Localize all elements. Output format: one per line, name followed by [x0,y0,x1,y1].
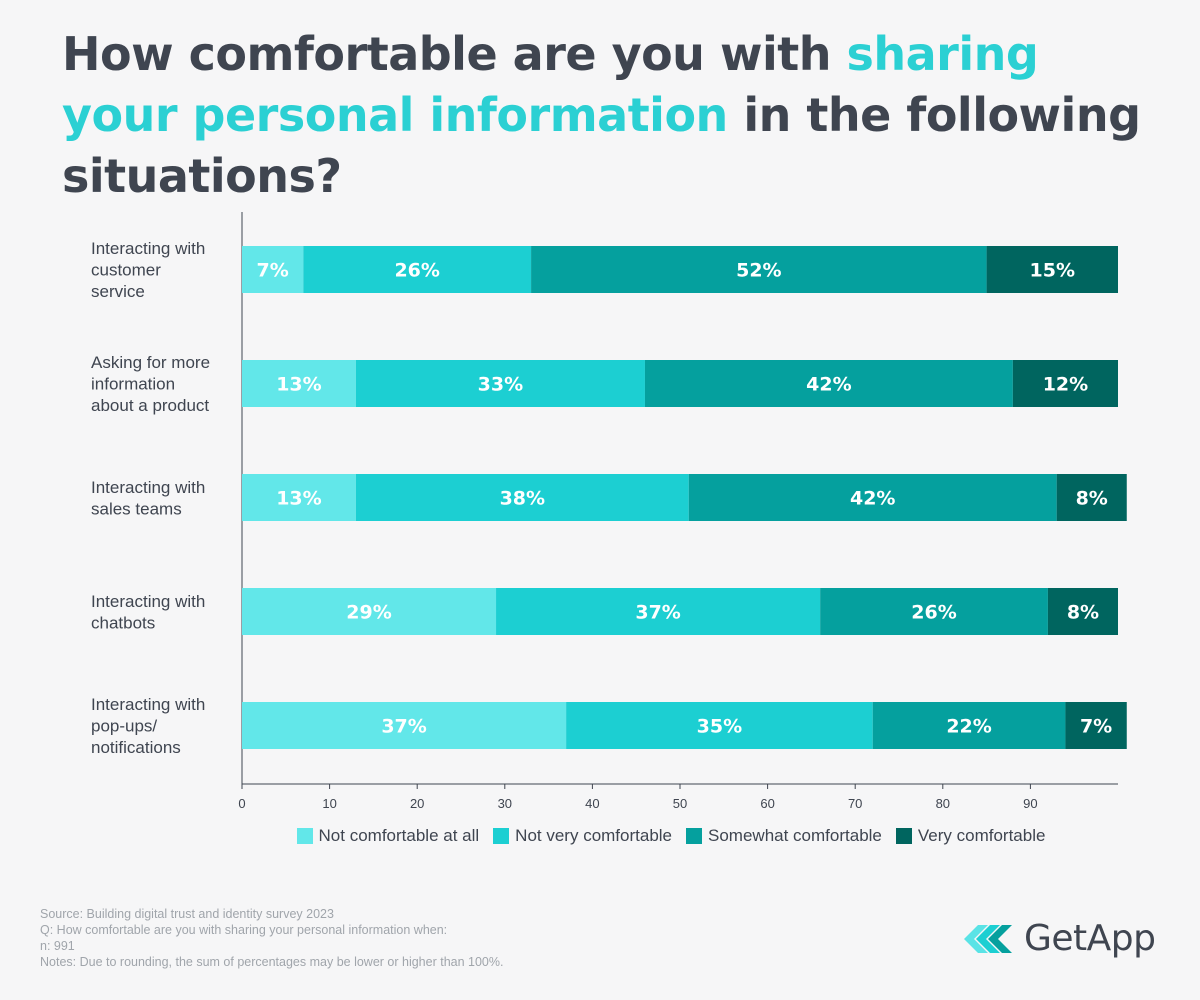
legend-label: Not comfortable at all [318,826,480,845]
category-label: Interacting with sales teams [91,478,205,519]
x-tick-label: 70 [848,796,862,811]
data-label: 52% [736,260,781,282]
data-label: 12% [1043,374,1088,396]
data-label: 37% [381,716,426,738]
title-highlight: sharing your personal information [62,27,1039,142]
bar-segment [820,588,1048,635]
x-tick-label: 80 [936,796,950,811]
bar-segment [688,474,1057,521]
legend-item: Not very comfortable [493,826,672,846]
bar-segment [986,246,1118,293]
stacked-bar-chart: 0 10 20 30 40 50 60 70 80 90 Interacting with custo… [91,212,1127,811]
data-label: 42% [806,374,851,396]
x-tick-label: 40 [585,796,599,811]
data-label: 26% [394,260,439,282]
getapp-logo-text: GetApp [1024,918,1156,959]
bar-segment [242,474,356,521]
category-label: Interacting with customer service [91,239,205,301]
x-tick-label: 10 [322,796,336,811]
bar-segment [566,702,873,749]
bar-segment [496,588,821,635]
bar-segment [355,360,645,407]
data-label: 42% [850,488,895,510]
category-label-line: Interacting with [91,695,205,714]
bar-segment [242,702,567,749]
getapp-logo-icon [964,924,1012,953]
data-label: 29% [346,602,391,624]
data-label: 26% [911,602,956,624]
data-label: 37% [635,602,680,624]
legend-item: Somewhat comfortable [686,826,882,846]
data-label: 13% [276,374,321,396]
category-label: Asking for more information about a produc… [91,353,210,415]
data-label: 8% [1076,488,1108,510]
category-label-line: Interacting with [91,239,205,258]
category-label-line: notifications [91,738,181,757]
bar-segment [355,474,689,521]
bar-segment [1012,360,1118,407]
category-label-line: information [91,375,175,394]
category-label: Interacting with pop-ups/notifications [91,695,205,757]
chart-legend: Not comfortable at all Not very comfortab… [0,826,1200,846]
legend-swatch [686,828,703,844]
data-label: 22% [946,716,991,738]
title-part-1: How comfortable are you with [62,27,847,81]
x-tick-label: 90 [1023,796,1037,811]
data-label: 7% [257,260,289,282]
bar-segment [1047,588,1118,635]
legend-item: Not comfortable at all [296,826,480,846]
bar-segment [242,588,497,635]
x-tick-label: 60 [760,796,774,811]
footer-sample-size: n: 991 [40,939,75,953]
category-label-line: Interacting with [91,478,205,497]
legend-swatch [296,828,313,844]
getapp-logo: GetApp [964,918,1156,959]
category-label-line: Interacting with [91,592,205,611]
bar-segment [872,702,1066,749]
legend-swatch [895,828,912,844]
legend-label: Very comfortable [917,826,1046,845]
data-label: 7% [1080,716,1112,738]
category-label-line: pop-ups/ [91,717,157,736]
data-label: 38% [500,488,545,510]
category-label-line: chatbots [91,613,155,632]
bar-segment [644,360,1013,407]
data-label: 33% [478,374,523,396]
bar-segment [242,246,304,293]
x-tick-label: 30 [498,796,512,811]
category-label-line: customer [91,261,161,280]
legend-item: Very comfortable [895,826,1046,846]
footer-question: Q: How comfortable are you with sharing … [40,923,448,937]
bar-segment [242,360,356,407]
x-tick-label: 50 [673,796,687,811]
data-label: 15% [1030,260,1075,282]
footer-source: Source: Building digital trust and ident… [40,907,334,921]
category-label-line: Asking for more [91,353,210,372]
bar-segment [1056,474,1127,521]
data-label: 13% [276,488,321,510]
footer-rounding-note: Notes: Due to rounding, the sum of perce… [40,955,504,969]
data-label: 35% [697,716,742,738]
category-label-line: about a product [91,396,209,415]
bar-segment [531,246,987,293]
footer-notes: Source: Building digital trust and ident… [40,906,503,970]
legend-swatch [493,828,510,844]
title-part-2: in the following situations? [62,88,1141,203]
legend-label: Somewhat comfortable [708,826,882,845]
bar-segment [303,246,532,293]
x-tick-label: 20 [410,796,424,811]
data-label: 8% [1067,602,1099,624]
legend-label: Not very comfortable [515,826,673,845]
category-label-line: sales teams [91,499,182,518]
chart-title: How comfortable are you with sharing you… [62,24,1162,207]
category-label: Interacting with chatbots [91,592,205,633]
bar-segment [1065,702,1127,749]
x-tick-label: 0 [238,796,245,811]
category-label-line: service [91,282,145,301]
